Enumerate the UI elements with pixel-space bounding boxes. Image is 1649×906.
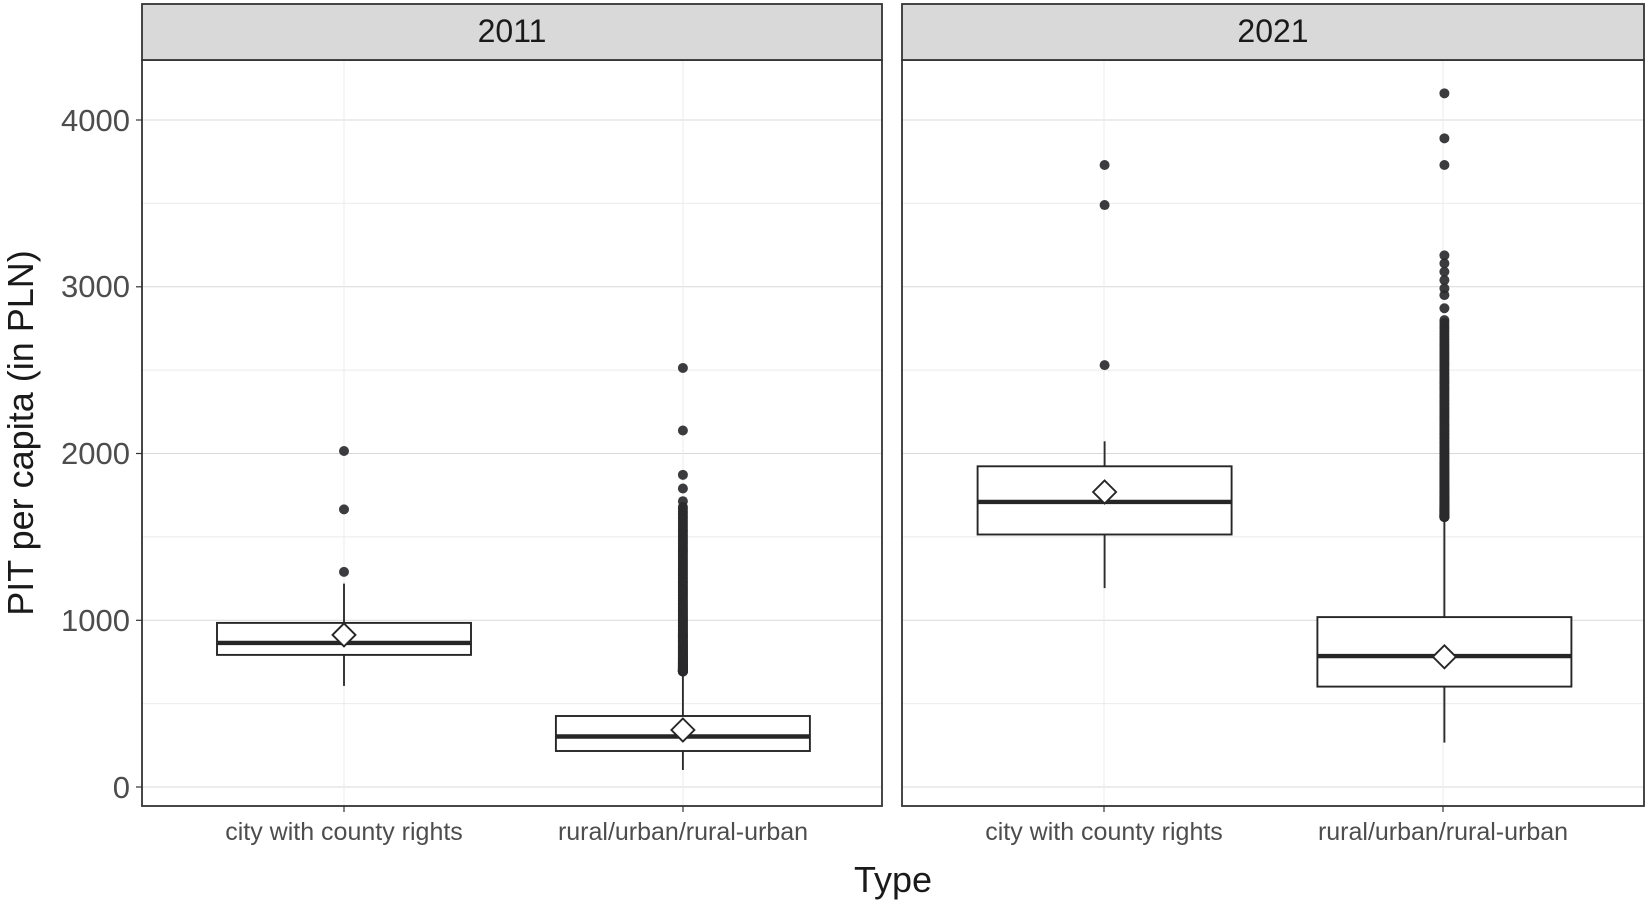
svg-text:city with county rights: city with county rights xyxy=(225,818,463,846)
svg-text:1000: 1000 xyxy=(61,603,130,638)
svg-text:Type: Type xyxy=(854,859,932,900)
svg-text:3000: 3000 xyxy=(61,269,130,304)
svg-text:2000: 2000 xyxy=(61,436,130,471)
svg-text:4000: 4000 xyxy=(61,103,130,138)
svg-text:2021: 2021 xyxy=(1237,13,1308,49)
svg-text:city with county rights: city with county rights xyxy=(985,818,1223,846)
svg-text:0: 0 xyxy=(113,770,130,805)
svg-text:rural/urban/rural-urban: rural/urban/rural-urban xyxy=(1318,818,1568,846)
svg-text:rural/urban/rural-urban: rural/urban/rural-urban xyxy=(558,818,808,846)
svg-text:2011: 2011 xyxy=(478,13,547,49)
svg-text:PIT per capita (in PLN): PIT per capita (in PLN) xyxy=(0,250,41,615)
